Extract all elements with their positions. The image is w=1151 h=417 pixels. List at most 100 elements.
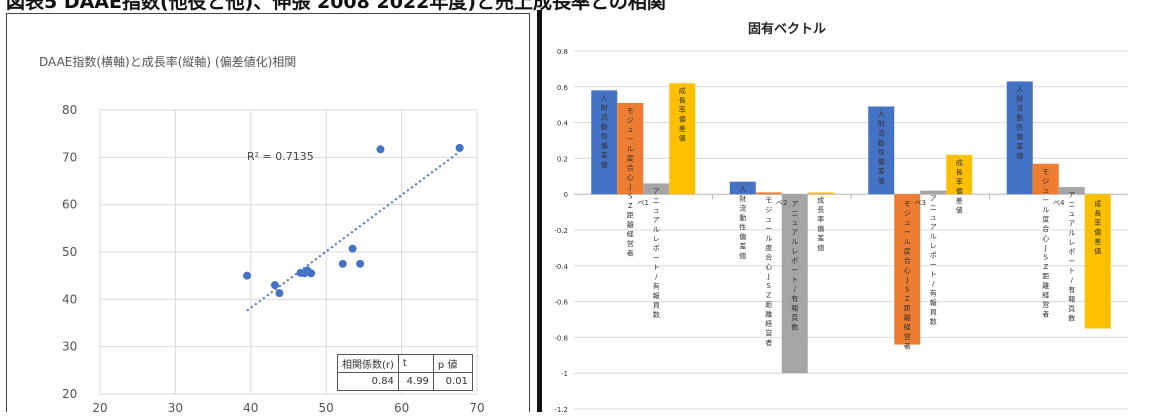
bar-label-char: ポ	[653, 244, 660, 252]
bar-label-char: 流	[739, 204, 746, 213]
bar-label-char: 偏	[1016, 132, 1023, 141]
scatter-y-tick-label: 50	[62, 245, 77, 259]
bar	[1084, 194, 1111, 329]
bar-label-char: 心	[765, 263, 772, 271]
bar-label-char: 有	[1068, 285, 1075, 294]
bar-label-char: 性	[1016, 122, 1023, 131]
bar-label-char: 報	[1068, 296, 1075, 304]
bar-chart-title: 固有ベクトル	[748, 21, 826, 37]
scatter-point	[307, 269, 316, 278]
bar	[946, 154, 973, 195]
bar-label-char: J	[1044, 244, 1047, 252]
bar-category-label: ベ1	[638, 199, 649, 207]
bar-label-char: 営	[1042, 300, 1049, 309]
bar-label-char: ー	[904, 229, 911, 237]
stats-header-r: 相関係数(r)	[337, 354, 399, 373]
bar-label-char: 差	[1016, 141, 1023, 150]
scatter-x-tick-labels: 20 30 40 50 60 70	[92, 401, 484, 415]
bar	[755, 192, 782, 195]
scatter-x-tick-label: 30	[168, 401, 183, 413]
bar-label-char: 動	[878, 138, 885, 147]
bar-label-char: 人	[601, 94, 608, 102]
bar	[1058, 187, 1085, 195]
bar-label-char: ー	[653, 254, 660, 262]
bar	[643, 183, 670, 195]
bar-label-char: ル	[904, 238, 911, 246]
bar-label-char: モ	[765, 196, 772, 204]
bar-label-char: ュ	[627, 126, 634, 134]
bar-label-char: 頁	[1068, 305, 1075, 313]
bar-label-char: 合	[1042, 224, 1049, 233]
bar-label-char: 者	[627, 249, 634, 257]
bar-label-char: ニ	[791, 210, 798, 218]
bar-label-char: ポ	[791, 257, 798, 265]
bar-label-char: 数	[791, 323, 798, 332]
scatter-x-tick-label: 20	[92, 401, 107, 413]
bar-label-char: 成	[817, 195, 824, 204]
bar-label-char: J	[905, 276, 908, 284]
bar-label-char: レ	[653, 235, 660, 243]
bar-label-char: /	[1071, 277, 1074, 285]
scatter-x-tick-label: 50	[319, 401, 334, 413]
bar-label-char: 差	[739, 242, 746, 251]
bar-label-char: S	[905, 286, 910, 294]
bar-label-char: 頁	[653, 301, 660, 309]
bar-label-char: 流	[878, 128, 885, 137]
scatter-y-tick-label: 20	[62, 387, 77, 401]
bar	[617, 102, 644, 195]
bar-label-char: 性	[878, 147, 885, 156]
bar	[669, 83, 696, 195]
bar-label-char: 値	[679, 134, 686, 143]
scatter-point	[338, 259, 347, 268]
bar-label-char: ア	[791, 229, 798, 237]
bar-label-char: モ	[904, 200, 911, 208]
bar-label-char: 度	[1042, 214, 1049, 223]
bar	[920, 190, 947, 195]
bar-label-char: ア	[653, 216, 660, 224]
bar-label-char: 差	[601, 150, 608, 159]
bar-label-char: 偏	[878, 157, 885, 166]
bar	[1006, 81, 1033, 195]
bar-label-char: レ	[930, 242, 937, 250]
bar-label-char: ト	[791, 276, 798, 284]
bar-label-char: 離	[904, 313, 911, 322]
bar-label-char: 合	[765, 252, 772, 261]
bar	[729, 181, 756, 195]
bar-label-char: ト	[930, 271, 937, 279]
stats-header-p: p 値	[432, 354, 473, 373]
bar-label-char: 偏	[739, 232, 746, 241]
bar-label-char: 流	[601, 112, 608, 121]
figure-banner: 図表5 DAAE指数(他役と他)、伸張 2008 2022年度)と売上成長率との…	[0, 0, 1151, 12]
scatter-y-tick-label: 60	[62, 198, 77, 212]
bar-label-char: 営	[765, 328, 772, 337]
bar-label-char: 有	[791, 294, 798, 303]
bar-label-char: 差	[817, 233, 824, 242]
bar-label-char: 値	[956, 205, 963, 214]
bar-label-char: ー	[1068, 258, 1075, 266]
bar-label-char: モ	[627, 107, 634, 115]
bar-label-char: 長	[1094, 210, 1101, 218]
scatter-y-tick-label: 40	[62, 292, 77, 306]
bar-y-tick-label: -1.2	[554, 406, 568, 412]
bar-label-char: 差	[679, 124, 686, 133]
scatter-x-tick-label: 40	[243, 401, 258, 413]
bar-label-char: 長	[679, 97, 686, 105]
bar-label-char: J	[767, 272, 770, 280]
bar-label-char: 長	[956, 168, 963, 176]
bar-label-char: ル	[765, 234, 772, 242]
bar-label-char: 財	[601, 103, 608, 112]
bar	[894, 194, 921, 345]
bar-label-char: ル	[653, 225, 660, 233]
bar-label-char: ル	[791, 238, 798, 246]
bar-label-char: 経	[904, 323, 911, 332]
bar-label-char: 財	[739, 194, 746, 203]
bar-label-char: S	[1044, 253, 1049, 261]
bar-label-char: 偏	[601, 141, 608, 150]
bar-y-tick-label: -0.8	[554, 334, 568, 342]
bar-label-char: ー	[627, 135, 634, 143]
bar-label-char: 距	[627, 211, 634, 219]
bar-label-char: /	[794, 286, 797, 294]
bar-label-char: 率	[956, 177, 963, 186]
bar-label-char: /	[932, 280, 935, 288]
bar-label-char: 人	[878, 110, 885, 118]
